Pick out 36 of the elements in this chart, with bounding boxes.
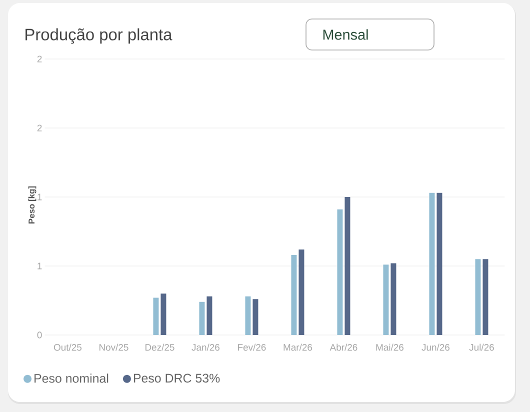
x-tick-label: Mai/26 [376,344,404,351]
y-tick-label: 1 [38,194,42,200]
bar [291,254,297,335]
y-axis-title: Peso [kg] [28,186,36,224]
x-tick-label: Mar/26 [284,344,312,351]
bar [344,197,350,335]
bar [206,296,212,335]
x-tick-label: Jan/26 [192,344,220,351]
y-tick-label: 1 [38,262,42,270]
x-tick-label: Fev/26 [238,344,266,351]
x-tick-label: Jul/26 [469,344,494,351]
x-tick-label: Out/25 [54,344,82,351]
x-tick-label: Jun/26 [422,344,450,351]
bar [160,294,166,335]
bar [153,298,159,335]
bar [482,259,488,335]
bar [475,259,481,335]
bar [252,299,258,335]
bar [383,264,389,335]
bar [429,192,435,335]
bar [199,302,205,335]
bar [245,296,251,335]
text: Mensal [323,29,368,40]
chart-title: Produção por planta [26,28,172,44]
x-tick-label: Dez/25 [145,344,174,351]
y-tick-label: 0 [37,332,42,338]
bar [298,249,304,335]
bar [337,209,343,335]
y-tick-label: 2 [37,56,42,62]
x-tick-label: Abr/26 [330,344,358,351]
y-tick-label: 2 [37,124,42,132]
legend-label: Peso nominal [34,374,108,383]
bar [436,192,442,335]
bar [390,263,396,335]
x-tick-label: Nov/25 [99,344,128,351]
legend-label: Peso DRC 53% [134,374,220,383]
